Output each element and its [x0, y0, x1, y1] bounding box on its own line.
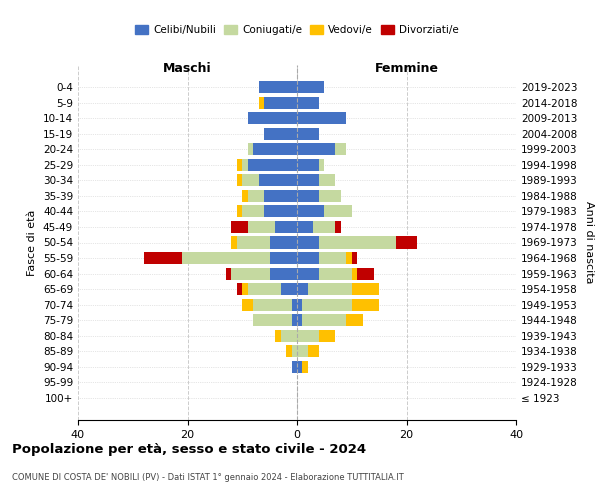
Bar — [297, 190, 319, 202]
Bar — [248, 159, 297, 171]
Bar — [357, 268, 374, 280]
Bar — [237, 283, 242, 295]
Bar — [264, 206, 297, 218]
Bar — [292, 360, 297, 373]
Bar — [346, 252, 352, 264]
Bar — [269, 236, 297, 248]
Text: Popolazione per età, sesso e stato civile - 2024: Popolazione per età, sesso e stato civil… — [12, 442, 366, 456]
Bar — [319, 190, 341, 202]
Bar — [275, 221, 297, 233]
Bar — [297, 81, 325, 94]
Bar — [253, 314, 292, 326]
Bar — [259, 96, 264, 109]
Bar — [232, 268, 269, 280]
Bar — [325, 206, 352, 218]
Bar — [395, 236, 418, 248]
Bar — [346, 314, 362, 326]
Bar — [253, 298, 292, 310]
Bar — [281, 330, 297, 342]
Bar — [352, 268, 357, 280]
Bar — [297, 252, 319, 264]
Bar — [144, 252, 182, 264]
Bar — [264, 128, 297, 140]
Bar — [226, 268, 232, 280]
Bar — [297, 159, 319, 171]
Bar — [248, 283, 281, 295]
Bar — [302, 298, 352, 310]
Bar — [237, 206, 242, 218]
Bar — [232, 221, 248, 233]
Bar — [319, 268, 352, 280]
Y-axis label: Anni di nascita: Anni di nascita — [584, 201, 594, 284]
Bar — [253, 144, 297, 156]
Bar — [292, 314, 297, 326]
Bar — [248, 144, 253, 156]
Bar — [269, 252, 297, 264]
Bar — [297, 268, 319, 280]
Bar — [259, 174, 297, 186]
Bar — [319, 252, 346, 264]
Bar — [237, 174, 242, 186]
Text: COMUNE DI COSTA DE' NOBILI (PV) - Dati ISTAT 1° gennaio 2024 - Elaborazione TUTT: COMUNE DI COSTA DE' NOBILI (PV) - Dati I… — [12, 472, 404, 482]
Bar — [292, 345, 297, 358]
Bar — [264, 96, 297, 109]
Bar — [319, 236, 395, 248]
Legend: Celibi/Nubili, Coniugati/e, Vedovi/e, Divorziati/e: Celibi/Nubili, Coniugati/e, Vedovi/e, Di… — [131, 20, 463, 39]
Bar — [319, 330, 335, 342]
Bar — [297, 144, 335, 156]
Bar — [248, 112, 297, 124]
Bar — [264, 190, 297, 202]
Bar — [297, 174, 319, 186]
Bar — [297, 236, 319, 248]
Bar — [335, 221, 341, 233]
Bar — [319, 174, 335, 186]
Bar — [297, 314, 302, 326]
Bar — [237, 236, 269, 248]
Bar — [242, 190, 248, 202]
Bar — [242, 298, 253, 310]
Text: Femmine: Femmine — [374, 62, 439, 75]
Bar — [259, 81, 297, 94]
Bar — [302, 314, 346, 326]
Bar — [286, 345, 292, 358]
Bar — [297, 298, 302, 310]
Bar — [242, 159, 248, 171]
Bar — [275, 330, 281, 342]
Bar — [297, 360, 302, 373]
Bar — [297, 206, 325, 218]
Bar — [297, 330, 319, 342]
Y-axis label: Fasce di età: Fasce di età — [28, 210, 37, 276]
Bar — [319, 159, 325, 171]
Bar — [297, 345, 308, 358]
Bar — [242, 174, 259, 186]
Bar — [308, 345, 319, 358]
Bar — [248, 190, 264, 202]
Bar — [335, 144, 346, 156]
Bar — [297, 112, 346, 124]
Bar — [182, 252, 269, 264]
Bar — [242, 206, 264, 218]
Bar — [281, 283, 297, 295]
Bar — [313, 221, 335, 233]
Bar — [297, 96, 319, 109]
Bar — [297, 128, 319, 140]
Bar — [269, 268, 297, 280]
Bar — [352, 298, 379, 310]
Bar — [302, 360, 308, 373]
Bar — [352, 283, 379, 295]
Bar — [292, 298, 297, 310]
Bar — [297, 221, 313, 233]
Text: Maschi: Maschi — [163, 62, 212, 75]
Bar — [232, 236, 237, 248]
Bar — [297, 283, 308, 295]
Bar — [308, 283, 352, 295]
Bar — [352, 252, 357, 264]
Bar — [248, 221, 275, 233]
Bar — [242, 283, 248, 295]
Bar — [237, 159, 242, 171]
